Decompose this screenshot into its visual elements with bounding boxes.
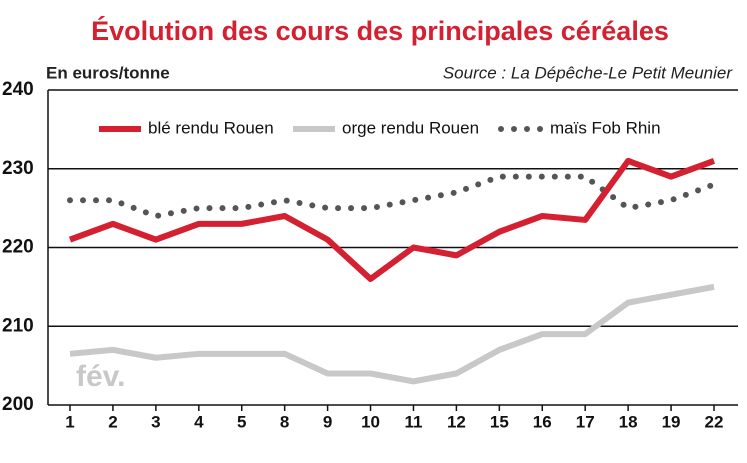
x-tick-label: 2 — [108, 412, 117, 431]
y-tick-label: 200 — [2, 394, 34, 415]
y-tick-label: 240 — [2, 79, 34, 100]
x-tick-label: 18 — [619, 412, 638, 431]
x-tick-label: 17 — [576, 412, 595, 431]
legend: blé rendu Rouen orge rendu Rouen maïs Fob … — [92, 114, 666, 144]
legend-label: orge rendu Rouen — [342, 118, 479, 137]
y-tick-label: 210 — [2, 315, 34, 336]
x-tick-label: 4 — [194, 412, 204, 431]
x-tick-label: 1 — [65, 412, 74, 431]
x-tick-label: 10 — [361, 412, 380, 431]
x-tick-label: 5 — [237, 412, 246, 431]
annotation: fév. — [76, 360, 125, 393]
chart-title: Évolution des cours des principales céré… — [91, 15, 669, 46]
x-tick-label: 8 — [280, 412, 289, 431]
x-tick-label: 11 — [404, 412, 422, 431]
x-tick-label: 19 — [662, 412, 681, 431]
y-tick-label: 230 — [2, 158, 34, 179]
x-tick-label: 16 — [533, 412, 552, 431]
x-tick-label: 9 — [323, 412, 332, 431]
source: Source : La Dépêche-Le Petit Meunier — [443, 63, 734, 82]
legend-bg — [494, 114, 666, 144]
x-tick-label: 3 — [151, 412, 160, 431]
x-tick-label: 22 — [705, 412, 724, 431]
legend-label: blé rendu Rouen — [148, 118, 274, 137]
y-tick-label: 220 — [2, 237, 34, 258]
series-line — [67, 173, 717, 220]
y-axis-label: En euros/tonne — [46, 63, 170, 82]
series-line — [69, 283, 715, 385]
series-line — [68, 157, 716, 282]
x-tick-label: 15 — [490, 412, 509, 431]
x-tick-label: 12 — [447, 412, 466, 431]
legend-label: maïs Fob Rhin — [550, 118, 661, 137]
